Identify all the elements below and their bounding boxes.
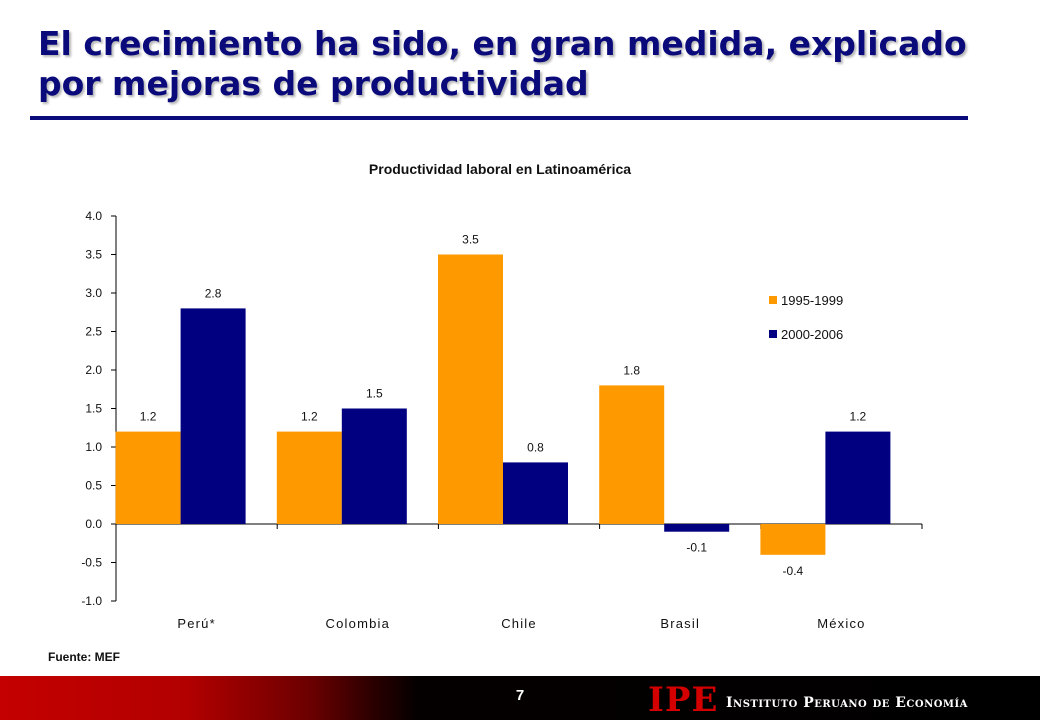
y-tick-label: 1.5: [85, 402, 102, 416]
bar: [276, 431, 342, 524]
organization-name: Instituto Peruano de Economía: [726, 695, 968, 711]
bar: [341, 408, 407, 524]
chart-title: Productividad laboral en Latinoamérica: [368, 161, 632, 177]
x-tick-label: Colombia: [326, 616, 391, 631]
ipe-logo: IPE: [648, 680, 719, 720]
data-label: 1.2: [140, 410, 157, 424]
y-tick-label: -1.0: [81, 594, 102, 608]
y-tick-label: 4.0: [85, 209, 102, 223]
data-label: -0.1: [686, 541, 707, 555]
y-tick-label: 0.5: [85, 479, 102, 493]
data-label: 1.2: [850, 410, 867, 424]
data-label: -0.4: [783, 564, 804, 578]
data-label: 1.2: [301, 410, 318, 424]
bar: [599, 385, 665, 524]
title-underline: [30, 116, 968, 120]
legend-label: 2000-2006: [781, 327, 843, 342]
legend-swatch: [769, 296, 777, 304]
y-tick-label: -0.5: [81, 556, 102, 570]
y-tick-label: 2.5: [85, 325, 102, 339]
x-tick-label: Perú*: [177, 616, 216, 631]
footer-bar: [0, 676, 1040, 720]
y-tick-label: 3.5: [85, 248, 102, 262]
bar: [825, 431, 891, 524]
bar: [180, 308, 246, 524]
y-tick-label: 2.0: [85, 363, 102, 377]
data-label: 1.5: [366, 387, 383, 401]
legend-swatch: [769, 330, 777, 338]
bar: [115, 431, 181, 524]
x-tick-label: Brasil: [660, 616, 700, 631]
data-label: 1.8: [623, 363, 640, 377]
data-label: 3.5: [462, 233, 479, 247]
bar: [503, 462, 568, 524]
bar: [438, 254, 503, 524]
y-tick-label: 3.0: [85, 286, 102, 300]
page-number: 7: [515, 687, 525, 704]
y-tick-label: 1.0: [85, 440, 102, 454]
data-label: 0.8: [527, 440, 544, 454]
y-tick-label: 0.0: [85, 517, 102, 531]
slide-title: El crecimiento ha sido, en gran medida, …: [38, 24, 967, 103]
bar: [760, 524, 826, 555]
data-label: 2.8: [205, 286, 222, 300]
x-tick-label: Chile: [501, 616, 537, 631]
x-tick-label: México: [817, 616, 865, 631]
bar: [664, 524, 730, 532]
source-note: Fuente: MEF: [48, 650, 120, 664]
legend-label: 1995-1999: [781, 293, 843, 308]
